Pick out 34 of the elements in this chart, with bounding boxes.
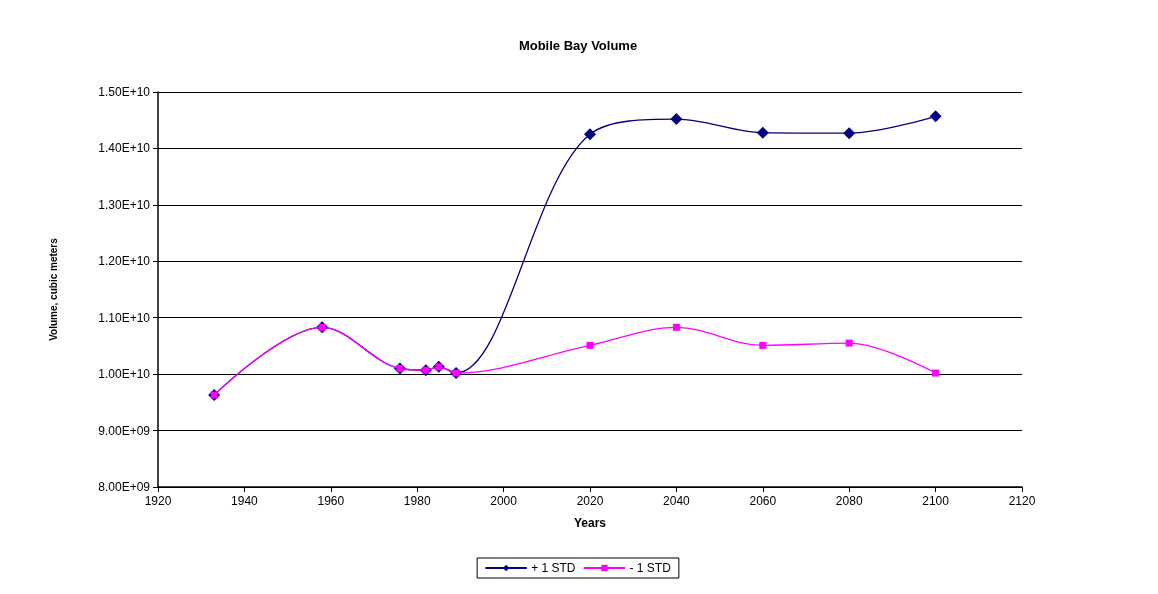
x-tick-label: 2100 xyxy=(922,494,950,508)
x-tick-label: 1940 xyxy=(231,494,259,508)
x-tick-label: 2060 xyxy=(749,494,777,508)
y-axis-title: Volume, cubic meters xyxy=(47,237,59,341)
point xyxy=(670,113,683,126)
y-tick-label: 1.30E+10 xyxy=(98,197,151,212)
x-axis-title: Years xyxy=(573,516,607,530)
legend-label: + 1 STD xyxy=(531,561,576,575)
y-tick-label: 9.00E+09 xyxy=(98,423,151,438)
point xyxy=(759,341,767,349)
y-tick-label: 8.00E+09 xyxy=(98,480,151,494)
y-tick-label: 1.00E+10 xyxy=(98,367,151,382)
y-tick-label: 1.50E+10 xyxy=(98,85,151,99)
x-tick-label: 1980 xyxy=(403,494,431,508)
y-tick-label: 1.40E+10 xyxy=(98,141,151,156)
y-tick-label: 1.10E+10 xyxy=(98,310,151,325)
point xyxy=(756,126,769,139)
x-tick-label: 2080 xyxy=(835,494,863,508)
x-tick-label: 2120 xyxy=(1008,494,1036,508)
point xyxy=(672,323,680,331)
x-tick-label: 2040 xyxy=(663,494,691,508)
point xyxy=(845,339,853,347)
legend-label: - 1 STD xyxy=(629,561,672,575)
x-tick-label: 2020 xyxy=(576,494,604,508)
y-tick-label: 1.20E+10 xyxy=(98,254,151,269)
chart-title: Mobile Bay Volume xyxy=(518,38,638,53)
point xyxy=(584,128,596,141)
point xyxy=(586,341,594,349)
x-tick-label: 2000 xyxy=(490,494,518,508)
point xyxy=(843,127,856,140)
point xyxy=(932,369,940,377)
x-tick-label: 1920 xyxy=(144,494,172,508)
x-tick-label: 1960 xyxy=(317,494,345,508)
point xyxy=(929,110,942,123)
